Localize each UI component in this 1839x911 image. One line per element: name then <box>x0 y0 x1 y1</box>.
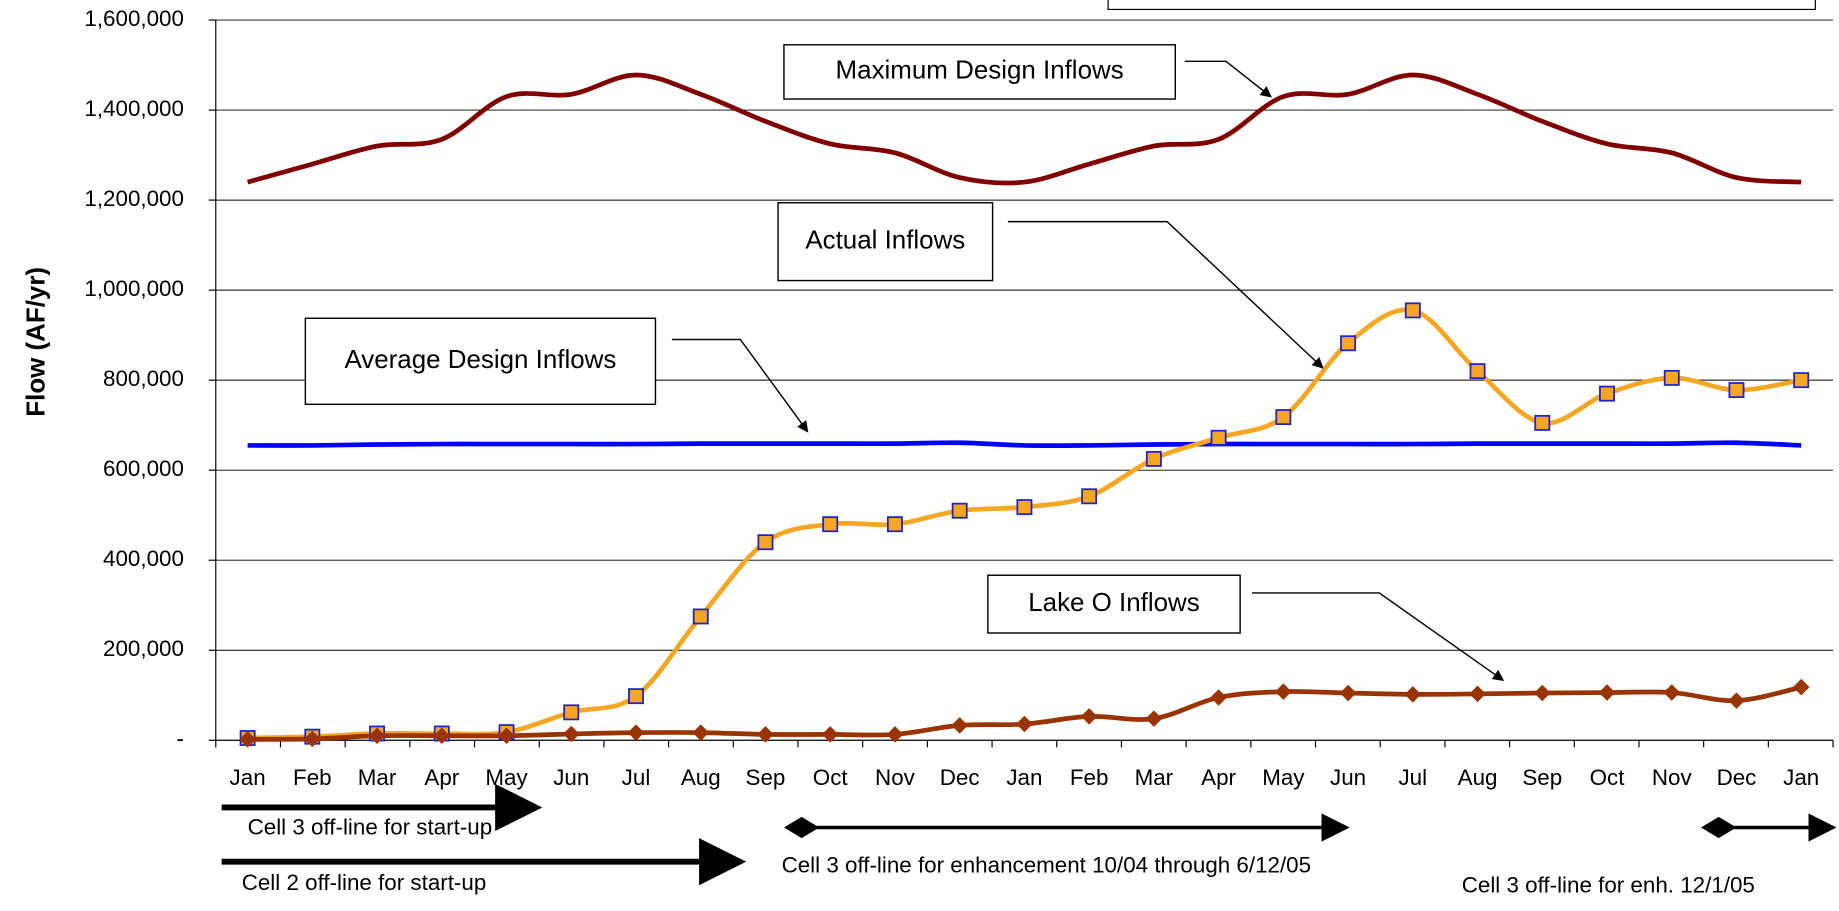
x-tick-label: Apr <box>424 765 459 790</box>
marker <box>627 724 645 741</box>
marker <box>239 731 256 748</box>
marker <box>692 608 709 625</box>
y-tick-label: 800,000 <box>103 366 184 391</box>
marker <box>1340 335 1357 352</box>
callout-line <box>671 338 809 433</box>
callout-line <box>1184 60 1272 98</box>
marker <box>886 516 903 533</box>
marker <box>1599 385 1615 402</box>
marker <box>563 725 580 743</box>
marker <box>433 727 451 745</box>
marker <box>1404 302 1421 319</box>
x-tick-label: Jan <box>1006 765 1042 790</box>
marker <box>692 724 709 741</box>
marker <box>1792 678 1810 696</box>
y-tick-label: 1,400,000 <box>84 96 184 121</box>
marker <box>498 727 515 745</box>
x-tick-label: Nov <box>1652 765 1693 790</box>
y-tick-label: 600,000 <box>103 456 184 481</box>
marker <box>1469 363 1486 380</box>
marker <box>951 502 968 519</box>
y-tick-label: - <box>176 726 183 751</box>
marker <box>1145 710 1163 727</box>
marker <box>1081 488 1098 505</box>
x-tick-label: Mar <box>358 765 397 790</box>
marker <box>1534 684 1551 702</box>
x-tick-label: Feb <box>293 765 332 790</box>
callout-box <box>987 574 1241 634</box>
marker <box>1275 409 1292 426</box>
x-tick-label: Oct <box>1590 765 1626 790</box>
x-tick-label: Jun <box>1330 765 1366 790</box>
marker <box>1210 429 1227 446</box>
marker <box>1728 382 1745 399</box>
marker <box>1339 684 1357 702</box>
x-tick-label: May <box>485 765 528 790</box>
marker <box>951 717 968 734</box>
marker <box>1210 689 1227 706</box>
marker <box>368 727 386 745</box>
marker <box>1016 499 1033 516</box>
marker <box>1728 692 1745 709</box>
marker <box>1080 708 1098 725</box>
marker <box>1469 685 1486 703</box>
marker <box>1793 372 1810 389</box>
annotation: Cell 2 off-line for start-up <box>242 870 487 895</box>
marker <box>757 534 774 551</box>
annotation: Cell 3 off-line for enhancement 10/04 th… <box>782 852 1312 877</box>
x-tick-label: Apr <box>1201 765 1236 790</box>
marker <box>1404 686 1422 703</box>
x-tick-label: Aug <box>681 765 721 790</box>
callout-line <box>1251 592 1505 681</box>
marker <box>1663 369 1680 386</box>
x-tick-label: Sep <box>1522 765 1562 790</box>
y-tick-label: 1,000,000 <box>84 276 184 301</box>
series-line <box>247 440 1802 449</box>
callout-label: Maximum Design Inflows <box>836 57 1124 85</box>
legend-box <box>1107 0 1816 11</box>
callout-line <box>1007 220 1324 369</box>
y-axis-label: Flow (AF/yr) <box>23 267 51 417</box>
x-tick-label: Aug <box>1458 765 1498 790</box>
x-tick-label: Feb <box>1070 765 1109 790</box>
annotation: Cell 3 off-line for enh. 12/1/05 <box>1462 872 1755 897</box>
marker <box>1663 684 1681 701</box>
x-tick-label: Sep <box>746 765 786 790</box>
marker <box>1016 715 1033 733</box>
callout-label: Average Design Inflows <box>344 346 616 374</box>
x-tick-label: Oct <box>813 765 849 790</box>
x-tick-label: Jan <box>230 765 266 790</box>
marker <box>563 704 580 721</box>
callout-label: Lake O Inflows <box>1028 589 1199 617</box>
x-tick-label: Jul <box>622 765 651 790</box>
marker <box>1534 414 1551 431</box>
marker <box>1275 683 1292 700</box>
y-tick-label: 1,200,000 <box>84 186 184 211</box>
x-tick-label: May <box>1262 765 1305 790</box>
marker <box>1145 450 1162 467</box>
y-tick-label: 200,000 <box>103 636 184 661</box>
callout-box <box>777 202 994 282</box>
marker <box>628 688 644 705</box>
y-tick-label: 400,000 <box>103 546 184 571</box>
x-tick-label: Jul <box>1399 765 1428 790</box>
x-tick-label: Jun <box>553 765 589 790</box>
y-tick-label: 1,600,000 <box>84 6 184 31</box>
x-tick-label: Jan <box>1783 765 1819 790</box>
callout-box <box>304 317 657 406</box>
marker <box>822 516 839 533</box>
callout-box <box>783 44 1176 100</box>
x-tick-label: Dec <box>1717 765 1757 790</box>
x-tick-label: Mar <box>1135 765 1174 790</box>
annotations: Cell 3 off-line for start-up Cell 2 off-… <box>221 783 1837 897</box>
callout-label: Actual Inflows <box>805 226 965 254</box>
series-line <box>246 72 1802 186</box>
marker <box>1598 684 1616 701</box>
annotation: Cell 3 off-line for start-up <box>248 815 493 840</box>
x-tick-label: Dec <box>940 765 980 790</box>
x-tick-label: Nov <box>875 765 916 790</box>
